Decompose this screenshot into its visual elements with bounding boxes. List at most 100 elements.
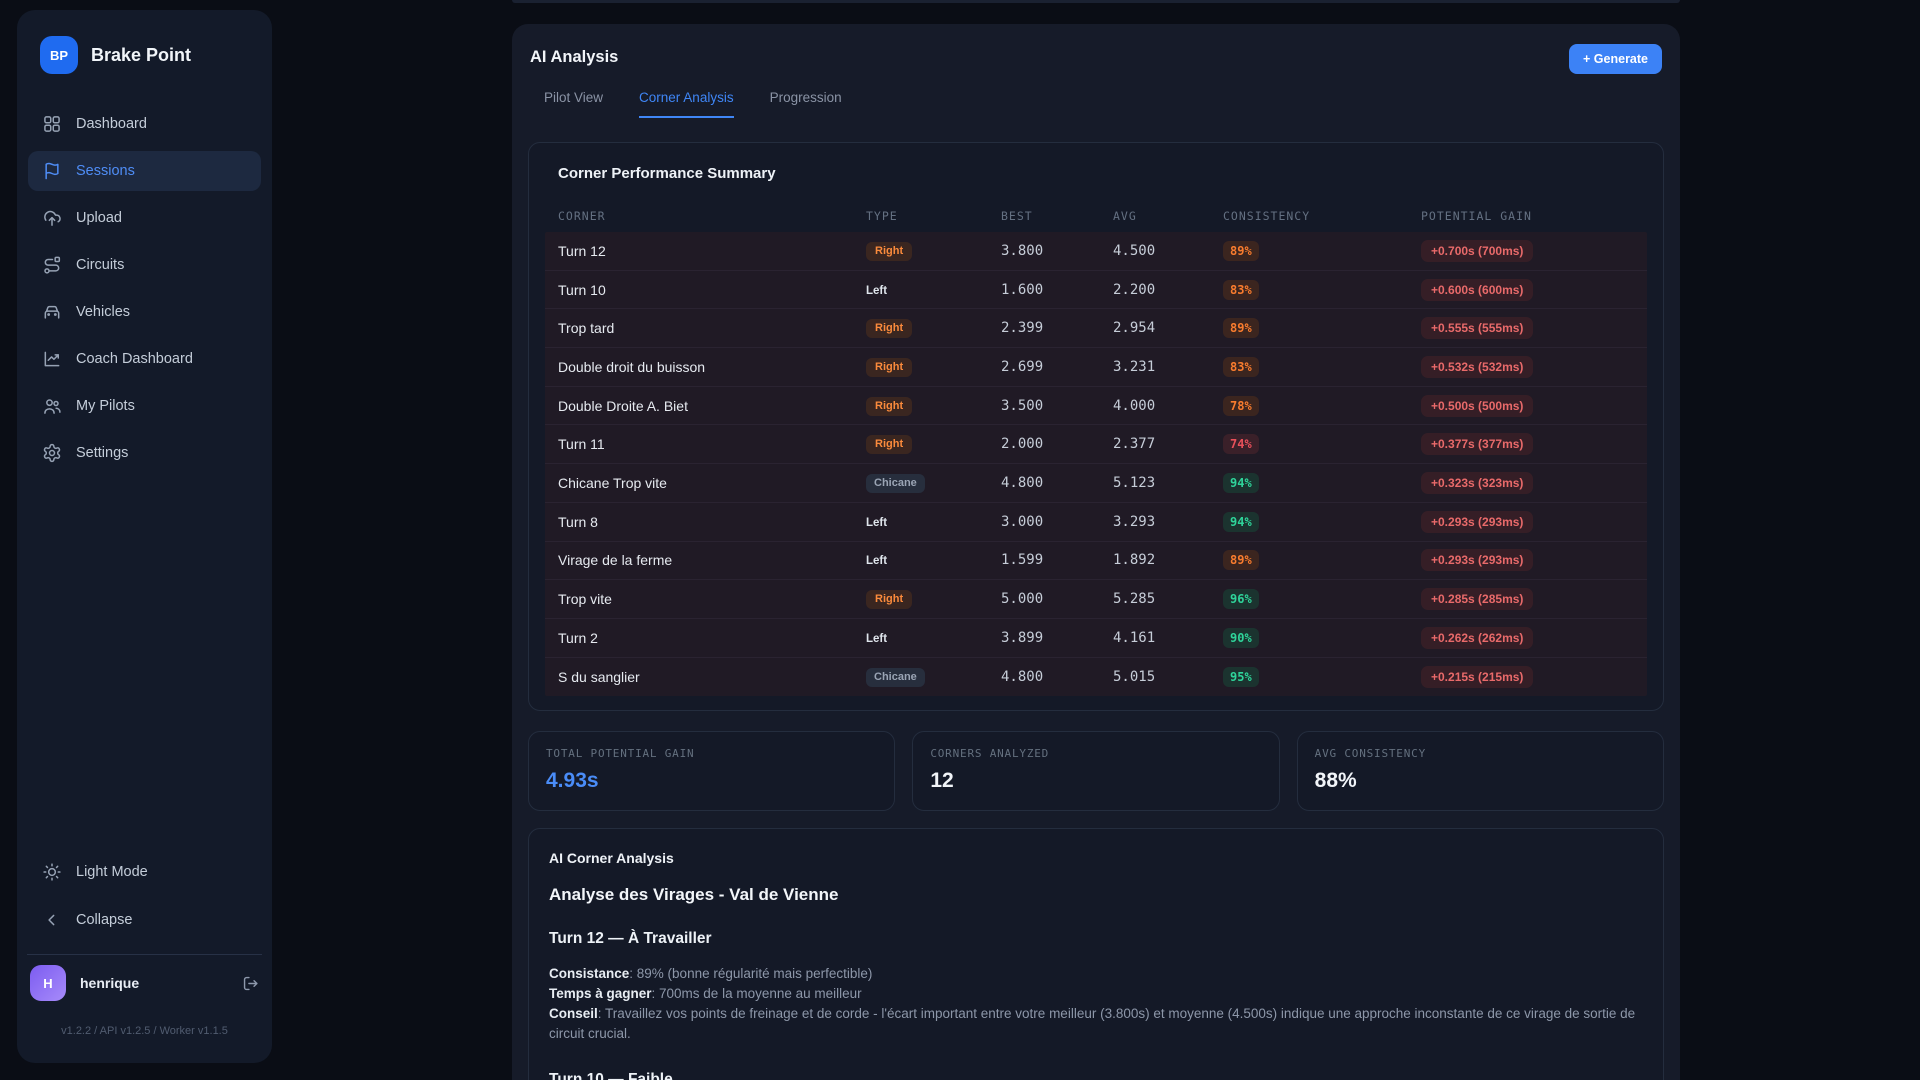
tab-progression[interactable]: Progression [769,90,842,105]
col-avg: AVG [1113,209,1137,223]
consistency-badge: 96% [1223,589,1259,610]
light-mode-toggle[interactable]: Light Mode [28,852,261,892]
best-value: 5.000 [1001,591,1044,608]
sidebar-item-vehicles[interactable]: Vehicles [28,292,261,332]
corner-name: Double droit du buisson [558,358,706,375]
logout-button[interactable] [241,974,260,993]
potential-gain-badge: +0.377s (377ms) [1421,433,1534,456]
sidebar-item-dashboard[interactable]: Dashboard [28,104,261,144]
avg-value: 2.954 [1113,320,1156,337]
sidebar-item-coach-dashboard[interactable]: Coach Dashboard [28,339,261,379]
analysis-section-title: Turn 12 — À Travailler [549,930,712,948]
table-row[interactable]: S du sanglier Chicane 4.800 5.015 95% +0… [545,658,1647,697]
stat-value: 12 [930,769,954,793]
col-best: BEST [1001,209,1033,223]
consistency-badge: 89% [1223,550,1259,571]
analysis-body: Consistance: 89% (bonne régularité mais … [549,964,1643,1044]
table-body: Turn 12 Right 3.800 4.500 89% +0.700s (7… [545,232,1647,697]
corner-name: Turn 10 [558,281,606,298]
sidebar-divider [27,954,262,955]
table-row[interactable]: Trop vite Right 5.000 5.285 96% +0.285s … [545,580,1647,619]
sidebar-item-sessions[interactable]: Sessions [28,151,261,191]
best-value: 3.000 [1001,513,1044,530]
stat-label: TOTAL POTENTIAL GAIN [546,747,695,761]
sidebar-nav: Dashboard Sessions Upload Circuits Vehic… [17,104,272,473]
version-text: v1.2.2 / API v1.2.5 / Worker v1.1.5 [61,1025,228,1037]
potential-gain-badge: +0.285s (285ms) [1421,588,1534,611]
avatar: H [30,965,66,1001]
tab-corner-analysis[interactable]: Corner Analysis [639,90,734,118]
table-row[interactable]: Turn 8 Left 3.000 3.293 94% +0.293s (293… [545,503,1647,542]
potential-gain-badge: +0.293s (293ms) [1421,549,1534,572]
corner-name: Turn 2 [558,629,598,646]
table-row[interactable]: Double droit du buisson Right 2.699 3.23… [545,348,1647,387]
potential-gain-badge: +0.262s (262ms) [1421,626,1534,649]
table-row[interactable]: Double Droite A. Biet Right 3.500 4.000 … [545,387,1647,426]
best-value: 3.899 [1001,629,1044,646]
analysis-line: Consistance: 89% (bonne régularité mais … [549,966,873,982]
type-badge: Left [866,632,888,645]
table-row[interactable]: Virage de la ferme Left 1.599 1.892 89% … [545,542,1647,581]
potential-gain-badge: +0.600s (600ms) [1421,278,1534,301]
table-row[interactable]: Trop tard Right 2.399 2.954 89% +0.555s … [545,309,1647,349]
page-title: AI Analysis [530,48,619,66]
sidebar-item-label: Sessions [76,163,135,179]
consistency-badge: 89% [1223,318,1259,339]
best-value: 2.699 [1001,358,1044,375]
sidebar-item-label: My Pilots [76,398,135,414]
sidebar-item-settings[interactable]: Settings [28,433,261,473]
sidebar-item-upload[interactable]: Upload [28,198,261,238]
stat-total-potential-gain: TOTAL POTENTIAL GAIN 4.93s [528,731,896,812]
tab-pilot-view[interactable]: Pilot View [544,90,604,105]
tab-bar: Pilot View Corner Analysis Progression [544,90,1664,118]
analysis-heading: Analyse des Virages - Val de Vienne [549,885,839,905]
users-icon [44,399,61,414]
generate-button[interactable]: + Generate [1569,44,1662,74]
corner-name: Virage de la ferme [558,552,673,569]
type-badge: Chicane [866,473,925,493]
analysis-line: Conseil: Travaillez vos points de freina… [549,1006,1636,1042]
table-row[interactable]: Chicane Trop vite Chicane 4.800 5.123 94… [545,464,1647,503]
avg-value: 1.892 [1113,552,1156,569]
avg-value: 3.231 [1113,358,1156,375]
type-badge: Right [866,241,913,261]
best-value: 4.800 [1001,474,1044,491]
ai-corner-analysis-panel: AI Corner Analysis Analyse des Virages -… [528,828,1664,1080]
sidebar-item-label: Settings [76,445,129,461]
sidebar-item-circuits[interactable]: Circuits [28,245,261,285]
light-mode-label: Light Mode [76,864,148,880]
collapse-label: Collapse [76,912,133,928]
sidebar-item-label: Dashboard [76,116,147,132]
table-row[interactable]: Turn 12 Right 3.800 4.500 89% +0.700s (7… [545,232,1647,271]
type-badge: Left [866,555,888,568]
potential-gain-badge: +0.500s (500ms) [1421,394,1534,417]
consistency-badge: 90% [1223,627,1259,648]
table-row[interactable]: Turn 11 Right 2.000 2.377 74% +0.377s (3… [545,425,1647,465]
brand-row: BP Brake Point [40,36,250,74]
avg-value: 4.000 [1113,397,1156,414]
potential-gain-badge: +0.293s (293ms) [1421,510,1534,533]
stats-row: TOTAL POTENTIAL GAIN 4.93s CORNERS ANALY… [528,731,1664,812]
sidebar-item-label: Upload [76,210,122,226]
best-value: 1.600 [1001,281,1044,298]
analysis-next-section-title: Turn 10 — Faible [549,1071,673,1080]
stat-label: AVG CONSISTENCY [1314,747,1426,761]
corner-performance-panel: Corner Performance Summary CORNER TYPE B… [528,142,1664,712]
type-badge: Left [866,516,888,529]
analysis-title: AI Corner Analysis [549,850,674,867]
user-row: H henrique [17,965,272,1001]
table-row[interactable]: Turn 10 Left 1.600 2.200 83% +0.600s (60… [545,271,1647,310]
best-value: 1.599 [1001,552,1044,569]
avg-value: 5.285 [1113,591,1156,608]
corner-name: Double Droite A. Biet [558,397,688,414]
stat-label: CORNERS ANALYZED [930,747,1050,761]
analysis-line: Temps à gagner: 700ms de la moyenne au m… [549,986,862,1002]
sidebar-item-my-pilots[interactable]: My Pilots [28,386,261,426]
collapse-sidebar-button[interactable]: Collapse [28,900,261,940]
corner-name: Trop tard [558,320,615,337]
table-row[interactable]: Turn 2 Left 3.899 4.161 90% +0.262s (262… [545,619,1647,658]
avg-value: 3.293 [1113,513,1156,530]
stat-avg-consistency: AVG CONSISTENCY 88% [1296,731,1664,812]
grid-icon [44,116,60,132]
best-value: 3.800 [1001,242,1044,259]
